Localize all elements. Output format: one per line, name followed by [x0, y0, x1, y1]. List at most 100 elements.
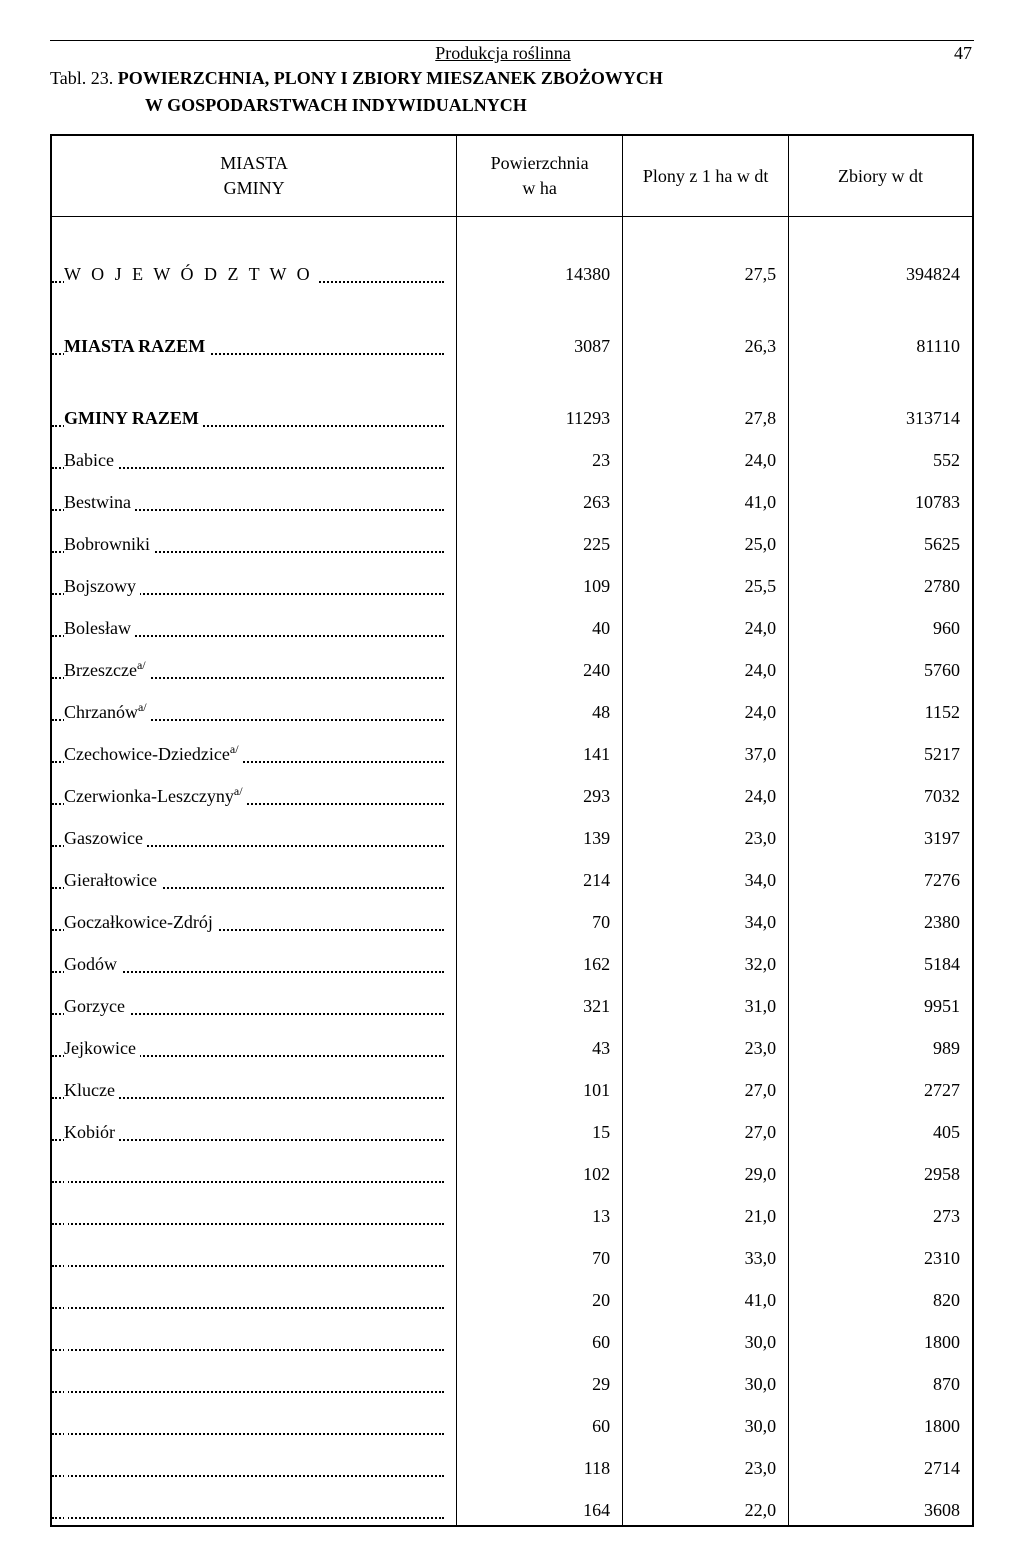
value-cell-3: 820: [789, 1273, 973, 1315]
value-cell-3: 10783: [789, 475, 973, 517]
table-row: 2930,0870: [51, 1357, 973, 1399]
table-row: 6030,01800: [51, 1315, 973, 1357]
data-table: MIASTA GMINY Powierzchnia w ha Plony z 1…: [50, 134, 974, 1527]
value-cell-2: 23,0: [623, 811, 789, 853]
row-label: [64, 1206, 68, 1226]
value-cell-1: 102: [457, 1147, 623, 1189]
value-cell-2: 24,0: [623, 643, 789, 685]
row-label-cell: Gierałtowice: [51, 853, 457, 895]
value-cell-1: 60: [457, 1315, 623, 1357]
row-label-cell: [51, 1399, 457, 1441]
value-cell-1: 321: [457, 979, 623, 1021]
table-caption: Tabl. 23. POWIERZCHNIA, PLONY I ZBIORY M…: [50, 68, 974, 89]
row-label-cell: [51, 1357, 457, 1399]
table-body: W O J E W Ó D Z T W O1438027,5394824MIAS…: [51, 217, 973, 1527]
value-cell-1: 70: [457, 1231, 623, 1273]
value-cell-2: 24,0: [623, 769, 789, 811]
value-cell-2: 30,0: [623, 1357, 789, 1399]
table-label: Tabl. 23.: [50, 68, 113, 88]
value-cell-3: 2780: [789, 559, 973, 601]
row-label-cell: [51, 1441, 457, 1483]
row-label: Klucze: [64, 1080, 119, 1100]
value-cell-2: 29,0: [623, 1147, 789, 1189]
value-cell-2: 41,0: [623, 1273, 789, 1315]
value-cell-1: 141: [457, 727, 623, 769]
value-cell-3: 960: [789, 601, 973, 643]
value-cell-3: 989: [789, 1021, 973, 1063]
table-row: Bobrowniki22525,05625: [51, 517, 973, 559]
row-label-sup: a/: [230, 742, 239, 756]
page-number: 47: [954, 43, 972, 64]
value-cell-2: 27,8: [623, 361, 789, 433]
value-cell-1: 139: [457, 811, 623, 853]
value-cell-3: 1800: [789, 1399, 973, 1441]
value-cell-3: 5760: [789, 643, 973, 685]
value-cell-1: 214: [457, 853, 623, 895]
table-row: Bestwina26341,010783: [51, 475, 973, 517]
value-cell-1: 118: [457, 1441, 623, 1483]
leader-dots: [52, 1265, 444, 1267]
value-cell-2: 26,3: [623, 289, 789, 361]
value-cell-2: 34,0: [623, 895, 789, 937]
row-label: [64, 1248, 68, 1268]
table-row: Gaszowice 13923,03197: [51, 811, 973, 853]
row-label: [64, 1500, 68, 1520]
leader-dots: [52, 1223, 444, 1225]
leader-dots: [52, 1181, 444, 1183]
value-cell-2: 22,0: [623, 1483, 789, 1526]
value-cell-2: 34,0: [623, 853, 789, 895]
value-cell-2: 30,0: [623, 1399, 789, 1441]
col2-line1: Powierzchnia: [457, 151, 622, 176]
value-cell-3: 1800: [789, 1315, 973, 1357]
row-label: Bobrowniki: [64, 534, 154, 554]
value-cell-3: 2727: [789, 1063, 973, 1105]
value-cell-2: 27,0: [623, 1063, 789, 1105]
top-rule: [50, 40, 974, 41]
leader-dots: [52, 1391, 444, 1393]
col-header-harvest: Zbiory w dt: [789, 135, 973, 217]
row-label-cell: Godów: [51, 937, 457, 979]
row-label-cell: Bolesław: [51, 601, 457, 643]
row-label: Gaszowice: [64, 828, 147, 848]
table-row: 6030,01800: [51, 1399, 973, 1441]
row-label-cell: [51, 1147, 457, 1189]
row-label: [64, 1290, 68, 1310]
value-cell-3: 2958: [789, 1147, 973, 1189]
value-cell-3: 3197: [789, 811, 973, 853]
row-label-cell: Chrzanówa/: [51, 685, 457, 727]
table-row: 11823,02714: [51, 1441, 973, 1483]
value-cell-2: 30,0: [623, 1315, 789, 1357]
table-row: Goczałkowice-Zdrój7034,02380: [51, 895, 973, 937]
row-label-cell: [51, 1315, 457, 1357]
row-label: Czerwionka-Leszczynya/: [64, 786, 247, 806]
value-cell-3: 7276: [789, 853, 973, 895]
value-cell-1: 23: [457, 433, 623, 475]
row-label-sup: a/: [138, 700, 147, 714]
running-head-row: Produkcja roślinna 47: [50, 43, 974, 64]
row-label: [64, 1374, 68, 1394]
row-label-cell: [51, 1189, 457, 1231]
row-label-cell: GMINY RAZEM: [51, 361, 457, 433]
value-cell-2: 21,0: [623, 1189, 789, 1231]
value-cell-3: 3608: [789, 1483, 973, 1526]
value-cell-2: 24,0: [623, 685, 789, 727]
row-label: GMINY RAZEM: [64, 408, 203, 428]
value-cell-2: 24,0: [623, 433, 789, 475]
value-cell-1: 20: [457, 1273, 623, 1315]
row-label-cell: MIASTA RAZEM: [51, 289, 457, 361]
table-row: Czechowice-Dziedzicea/14137,05217: [51, 727, 973, 769]
row-label-cell: Gorzyce: [51, 979, 457, 1021]
value-cell-3: 2380: [789, 895, 973, 937]
value-cell-2: 25,5: [623, 559, 789, 601]
value-cell-2: 31,0: [623, 979, 789, 1021]
table-row: Gierałtowice21434,07276: [51, 853, 973, 895]
row-label-cell: Jejkowice: [51, 1021, 457, 1063]
value-cell-1: 164: [457, 1483, 623, 1526]
table-row: MIASTA RAZEM308726,381110: [51, 289, 973, 361]
row-label-cell: [51, 1231, 457, 1273]
value-cell-3: 5184: [789, 937, 973, 979]
row-label: Czechowice-Dziedzicea/: [64, 744, 243, 764]
row-label: Brzeszczea/: [64, 660, 150, 680]
row-label-cell: Babice: [51, 433, 457, 475]
row-label-sup: a/: [234, 784, 243, 798]
